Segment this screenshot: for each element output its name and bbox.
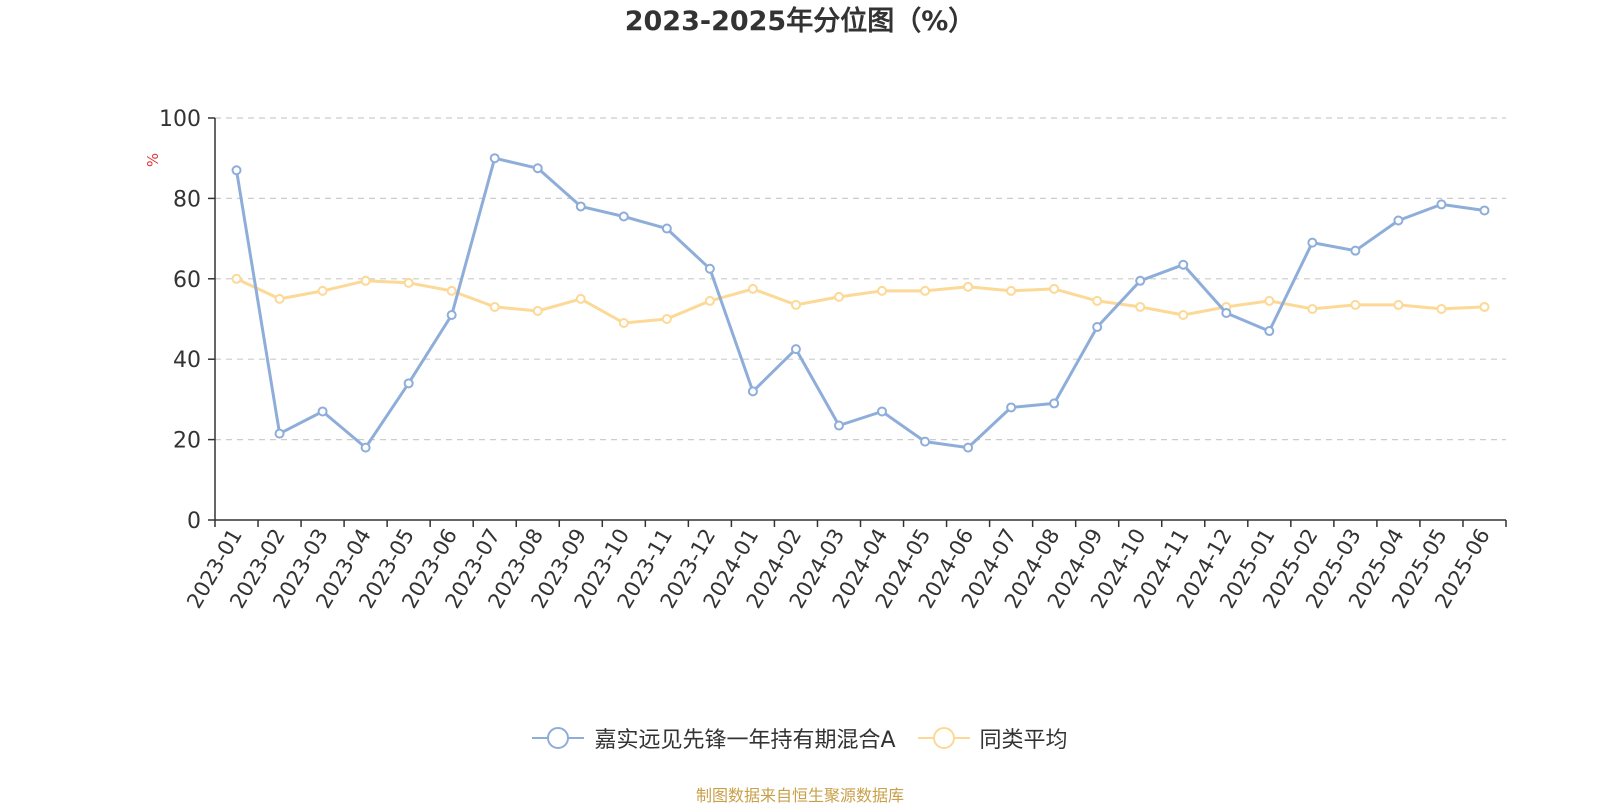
series-line-fund	[235, 156, 1485, 450]
point-fund-2025-04	[1393, 215, 1404, 226]
point-fund-2023-05	[403, 378, 414, 389]
point-peer-average-2024-03	[833, 291, 844, 302]
point-peer-average-2023-04	[360, 275, 371, 286]
point-peer-average-2023-01	[231, 273, 242, 284]
point-peer-average-2023-08	[532, 305, 543, 316]
point-peer-average-2023-07	[489, 301, 500, 312]
point-peer-average-2025-06	[1479, 301, 1490, 312]
legend-label-fund: 嘉实远见先锋一年持有期混合A	[594, 728, 896, 753]
y-tick-label-60: 60	[173, 268, 201, 293]
point-fund-2023-04	[360, 442, 371, 453]
point-peer-average-2025-01	[1264, 295, 1275, 306]
point-fund-2024-10	[1135, 275, 1146, 286]
point-peer-average-2024-10	[1135, 301, 1146, 312]
point-peer-average-2024-09	[1092, 295, 1103, 306]
point-fund-2025-01	[1264, 326, 1275, 337]
source-note: 制图数据来自恒生聚源数据库	[695, 786, 904, 805]
point-peer-average-2025-03	[1350, 299, 1361, 310]
series-lines	[231, 153, 1490, 453]
point-fund-2024-12	[1221, 307, 1232, 318]
point-fund-2024-01	[747, 386, 758, 397]
point-fund-2024-09	[1092, 322, 1103, 333]
point-fund-2023-01	[231, 165, 242, 176]
y-tick-label-0: 0	[187, 509, 201, 534]
legend-marker-fund	[532, 727, 585, 749]
point-peer-average-2024-11	[1178, 309, 1189, 320]
y-tick-label-20: 20	[173, 429, 201, 454]
point-peer-average-2024-04	[877, 285, 888, 296]
point-fund-2025-05	[1436, 199, 1447, 210]
point-fund-2023-11	[661, 223, 672, 234]
point-peer-average-2025-04	[1393, 299, 1404, 310]
point-peer-average-2024-07	[1006, 285, 1017, 296]
point-peer-average-2025-05	[1436, 303, 1447, 314]
point-fund-2023-03	[317, 406, 328, 417]
point-fund-2024-02	[790, 344, 801, 355]
point-fund-2023-02	[274, 428, 285, 439]
point-fund-2024-03	[833, 420, 844, 431]
point-peer-average-2024-06	[963, 281, 974, 292]
legend-item-peer-average[interactable]: 同类平均	[917, 722, 1068, 754]
legend: 嘉实远见先锋一年持有期混合A 同类平均	[0, 722, 1600, 754]
point-fund-2024-04	[877, 406, 888, 417]
chart-title: 2023-2025年分位图（%）	[624, 6, 976, 37]
legend-label-peer-average: 同类平均	[979, 728, 1068, 753]
point-fund-2025-02	[1307, 237, 1318, 248]
point-fund-2024-11	[1178, 259, 1189, 270]
point-fund-2023-08	[532, 163, 543, 174]
point-peer-average-2023-10	[618, 318, 629, 329]
point-peer-average-2023-12	[704, 295, 715, 306]
point-fund-2023-10	[618, 211, 629, 222]
point-peer-average-2025-02	[1307, 303, 1318, 314]
point-fund-2025-06	[1479, 205, 1490, 216]
point-fund-2025-03	[1350, 245, 1361, 256]
point-peer-average-2024-08	[1049, 283, 1060, 294]
legend-item-fund[interactable]: 嘉实远见先锋一年持有期混合A	[532, 722, 896, 754]
series-line-peer-average	[235, 277, 1485, 325]
point-fund-2024-05	[920, 436, 931, 447]
point-peer-average-2023-09	[575, 293, 586, 304]
point-peer-average-2024-05	[920, 285, 931, 296]
point-fund-2023-09	[575, 201, 586, 212]
point-peer-average-2023-02	[274, 293, 285, 304]
legend-marker-peer-average	[917, 727, 970, 749]
point-fund-2023-06	[446, 309, 457, 320]
y-tick-label-80: 80	[173, 187, 201, 212]
point-peer-average-2023-05	[403, 277, 414, 288]
point-fund-2024-08	[1049, 398, 1060, 409]
y-tick-label-100: 100	[159, 107, 201, 132]
point-peer-average-2023-06	[446, 285, 457, 296]
point-fund-2024-06	[963, 442, 974, 453]
y-tick-label-40: 40	[173, 348, 201, 373]
point-fund-2024-07	[1006, 402, 1017, 413]
point-fund-2023-12	[704, 263, 715, 274]
point-peer-average-2023-11	[661, 314, 672, 324]
point-peer-average-2024-01	[747, 283, 758, 294]
point-fund-2023-07	[489, 153, 500, 164]
y-axis-label: %	[144, 153, 162, 167]
point-peer-average-2023-03	[317, 285, 328, 296]
point-peer-average-2024-02	[790, 299, 801, 310]
